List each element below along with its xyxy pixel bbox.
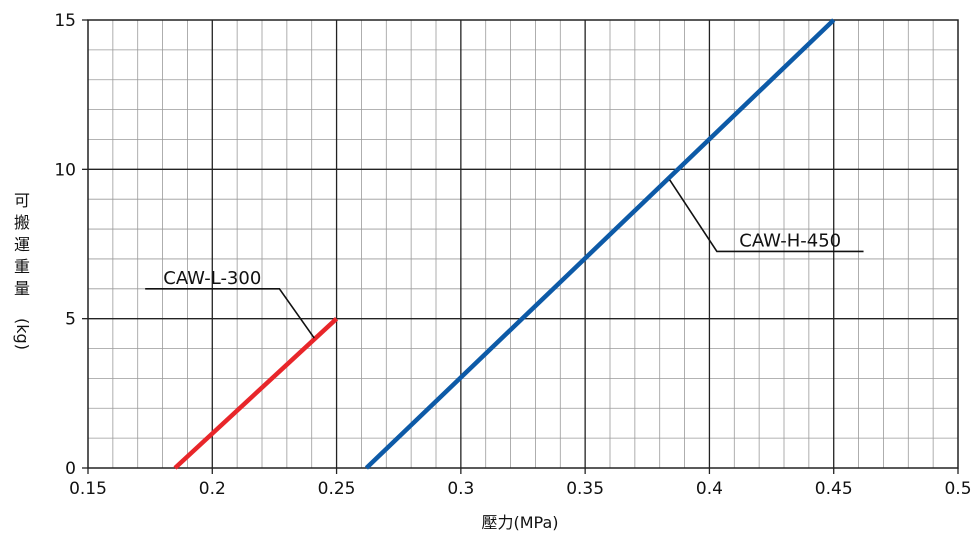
x-tick-label: 0.4 [696,479,723,499]
annotation-label: CAW-H-450 [739,230,841,251]
y-tick-label: 0 [65,459,76,479]
x-tick-labels: 0.15 0.2 0.25 0.3 0.35 0.4 0.45 0.5 [69,468,972,499]
x-tick-label: 0.35 [566,479,604,499]
annotation-leader-line [668,179,864,253]
x-axis-label: 壓力(MPa) [481,513,558,532]
y-tick-label: 10 [54,160,76,180]
y-axis-label-char: 運 [14,235,30,254]
y-tick-label: 5 [65,310,76,330]
x-tick-label: 0.5 [944,479,971,499]
plot-frame [87,19,959,469]
x-tick-label: 0.3 [447,479,474,499]
y-tick-label: 15 [54,11,76,31]
series-annotations: CAW-L-300 CAW-H-450 [145,179,864,339]
series-line-caw-h-450 [364,18,836,470]
series-lines [173,18,836,470]
y-axis-label-char: 可 [14,191,30,210]
y-axis-label-char: 搬 [14,213,30,232]
y-axis-label-char: 量 [14,279,30,298]
y-axis-label-unit: (kg) [13,318,32,350]
x-tick-label: 0.2 [199,479,226,499]
series-line-caw-l-300 [173,317,339,470]
annotation-leader-line [145,287,315,339]
y-axis-label-char: 重 [14,257,30,276]
minor-grid [88,20,958,468]
x-tick-label: 0.15 [69,479,107,499]
annotation-label: CAW-L-300 [163,268,261,289]
x-tick-label: 0.25 [318,479,356,499]
x-tick-label: 0.45 [815,479,853,499]
y-tick-labels: 0 5 10 15 [54,11,88,479]
